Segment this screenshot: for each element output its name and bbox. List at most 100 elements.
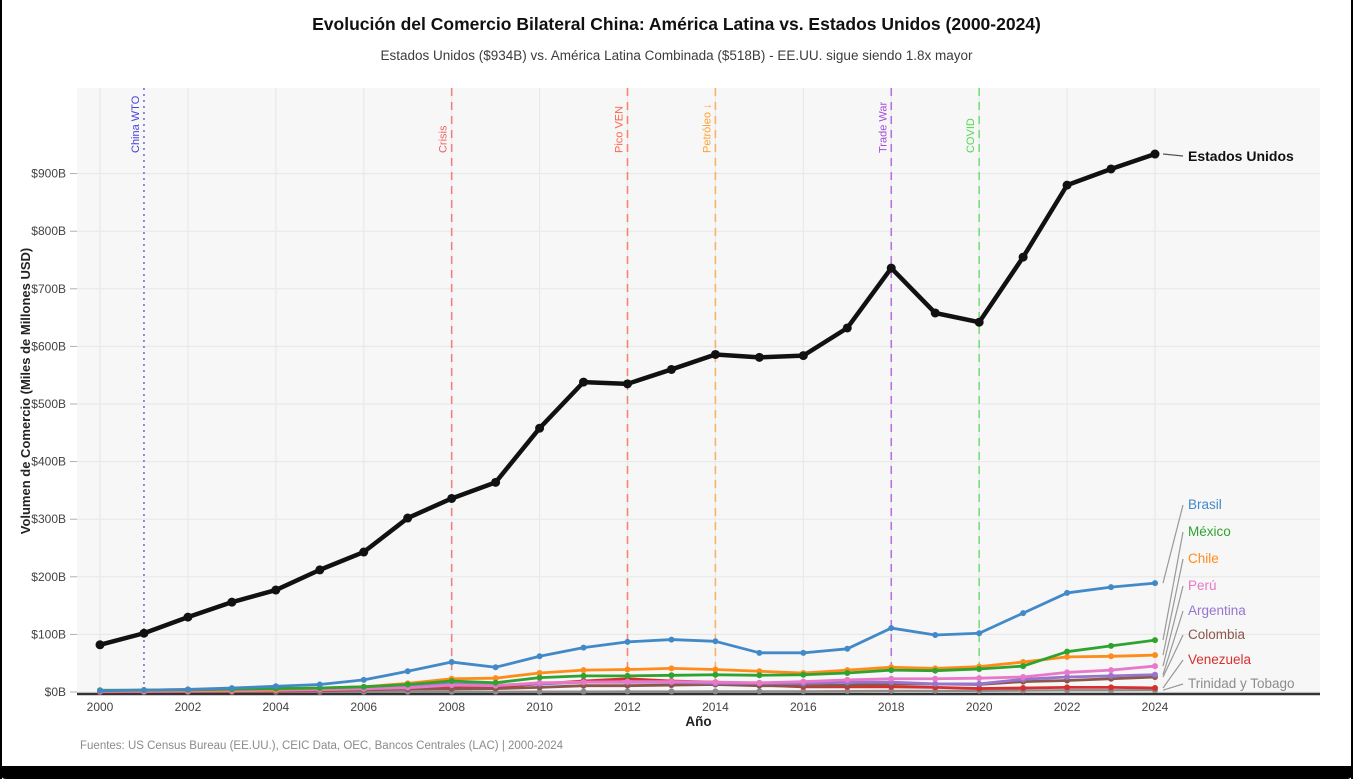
series-point-Estados Unidos: [183, 612, 193, 622]
series-point-Estados Unidos: [579, 377, 589, 387]
series-point-Estados Unidos: [930, 308, 940, 318]
x-tick-label: 2024: [1142, 700, 1169, 714]
series-point-Brasil: [316, 681, 323, 688]
series-point-Estados Unidos: [139, 628, 149, 638]
series-point-Perú: [536, 679, 543, 686]
label-leader-Colombia: [1162, 634, 1184, 678]
series-point-Chile: [668, 665, 675, 672]
series-label-Brasil: Brasil: [1188, 497, 1222, 512]
series-point-Perú: [1152, 663, 1158, 670]
x-tick-label: 2008: [438, 700, 465, 714]
series-point-Argentina: [1064, 674, 1071, 681]
plot-area: [77, 88, 1320, 694]
series-point-México: [536, 674, 543, 681]
series-label-Chile: Chile: [1188, 551, 1219, 566]
chart-subtitle: Estados Unidos ($934B) vs. América Latin…: [380, 48, 973, 63]
label-leader-Trinidad y Tobago: [1162, 683, 1184, 691]
series-point-Argentina: [1152, 671, 1158, 678]
label-leader-Estados Unidos: [1162, 153, 1184, 157]
series-point-Brasil: [1108, 584, 1115, 591]
series-point-Estados Unidos: [403, 513, 413, 523]
series-point-Brasil: [976, 630, 983, 637]
event-label-2018: Trade War: [877, 102, 889, 153]
series-point-Brasil: [624, 638, 631, 645]
series-point-Estados Unidos: [271, 585, 281, 595]
series-point-Perú: [976, 675, 983, 682]
label-leader-Perú: [1162, 585, 1184, 667]
series-point-Venezuela: [1064, 684, 1071, 691]
series-point-México: [932, 667, 939, 674]
series-point-México: [976, 665, 983, 672]
series-point-Perú: [888, 675, 895, 682]
series-point-Brasil: [97, 687, 103, 694]
x-tick-label: 2000: [87, 700, 114, 714]
series-point-Trinidad y Tobago: [668, 688, 675, 695]
series-point-Estados Unidos: [1150, 149, 1160, 159]
series-point-Estados Unidos: [447, 493, 457, 503]
series-point-Brasil: [800, 649, 807, 656]
series-point-Estados Unidos: [798, 351, 808, 361]
series-point-Perú: [580, 679, 587, 686]
x-tick-label: 2010: [526, 700, 553, 714]
series-point-Estados Unidos: [315, 565, 325, 575]
series-point-Brasil: [1064, 589, 1071, 596]
series-label-Estados Unidos: Estados Unidos: [1188, 148, 1294, 164]
series-point-Trinidad y Tobago: [756, 688, 763, 695]
series-point-Estados Unidos: [535, 423, 545, 433]
x-tick-label: 2014: [702, 700, 729, 714]
series-point-México: [580, 672, 587, 679]
series-point-Brasil: [536, 653, 543, 660]
label-leader-Chile: [1162, 558, 1184, 656]
series-point-Brasil: [712, 638, 719, 645]
series-point-Perú: [624, 678, 631, 685]
series-point-Brasil: [184, 686, 191, 693]
series-point-Estados Unidos: [666, 364, 676, 374]
series-point-Perú: [756, 679, 763, 686]
y-tick-label: $100B: [31, 627, 66, 641]
series-point-Brasil: [1152, 580, 1158, 587]
x-axis-title: Año: [685, 714, 711, 729]
series-point-México: [844, 669, 851, 676]
label-leader-Venezuela: [1162, 659, 1184, 689]
series-point-Estados Unidos: [1062, 180, 1072, 190]
series-point-Brasil: [272, 683, 279, 690]
series-point-México: [360, 683, 367, 690]
series-point-México: [492, 679, 499, 686]
series-point-Trinidad y Tobago: [800, 688, 807, 695]
series-point-Estados Unidos: [491, 477, 501, 487]
y-tick-label: $200B: [31, 570, 66, 584]
y-tick-label: $600B: [31, 339, 66, 353]
window-bottom-bar: [0, 766, 1353, 779]
x-tick-label: 2022: [1054, 700, 1081, 714]
series-point-Brasil: [1020, 610, 1027, 617]
series-point-México: [624, 672, 631, 679]
series-point-México: [712, 671, 719, 678]
series-label-Venezuela: Venezuela: [1188, 652, 1252, 667]
series-point-Perú: [712, 679, 719, 686]
series-label-Trinidad y Tobago: Trinidad y Tobago: [1188, 676, 1295, 691]
series-point-Chile: [624, 666, 631, 673]
series-point-Brasil: [932, 631, 939, 638]
event-label-2020: COVID: [965, 118, 977, 153]
series-point-Venezuela: [1020, 684, 1027, 691]
x-tick-label: 2012: [614, 700, 641, 714]
series-point-Chile: [1064, 653, 1071, 660]
series-point-Trinidad y Tobago: [580, 688, 587, 695]
series-point-Estados Unidos: [1106, 164, 1116, 174]
y-tick-label: $0B: [45, 685, 66, 699]
label-leader-Brasil: [1162, 504, 1184, 584]
series-point-Chile: [492, 675, 499, 682]
series-point-Perú: [668, 678, 675, 685]
event-label-2008: Crisis: [438, 125, 450, 153]
series-point-Chile: [536, 669, 543, 676]
series-point-Argentina: [932, 680, 939, 687]
series-point-Perú: [1108, 667, 1115, 674]
chart-title: Evolución del Comercio Bilateral China: …: [312, 14, 1041, 34]
series-point-Estados Unidos: [359, 547, 369, 557]
x-tick-label: 2016: [790, 700, 817, 714]
series-point-Perú: [932, 675, 939, 682]
series-point-México: [1108, 642, 1115, 649]
series-point-Chile: [1108, 653, 1115, 660]
series-point-México: [800, 671, 807, 678]
